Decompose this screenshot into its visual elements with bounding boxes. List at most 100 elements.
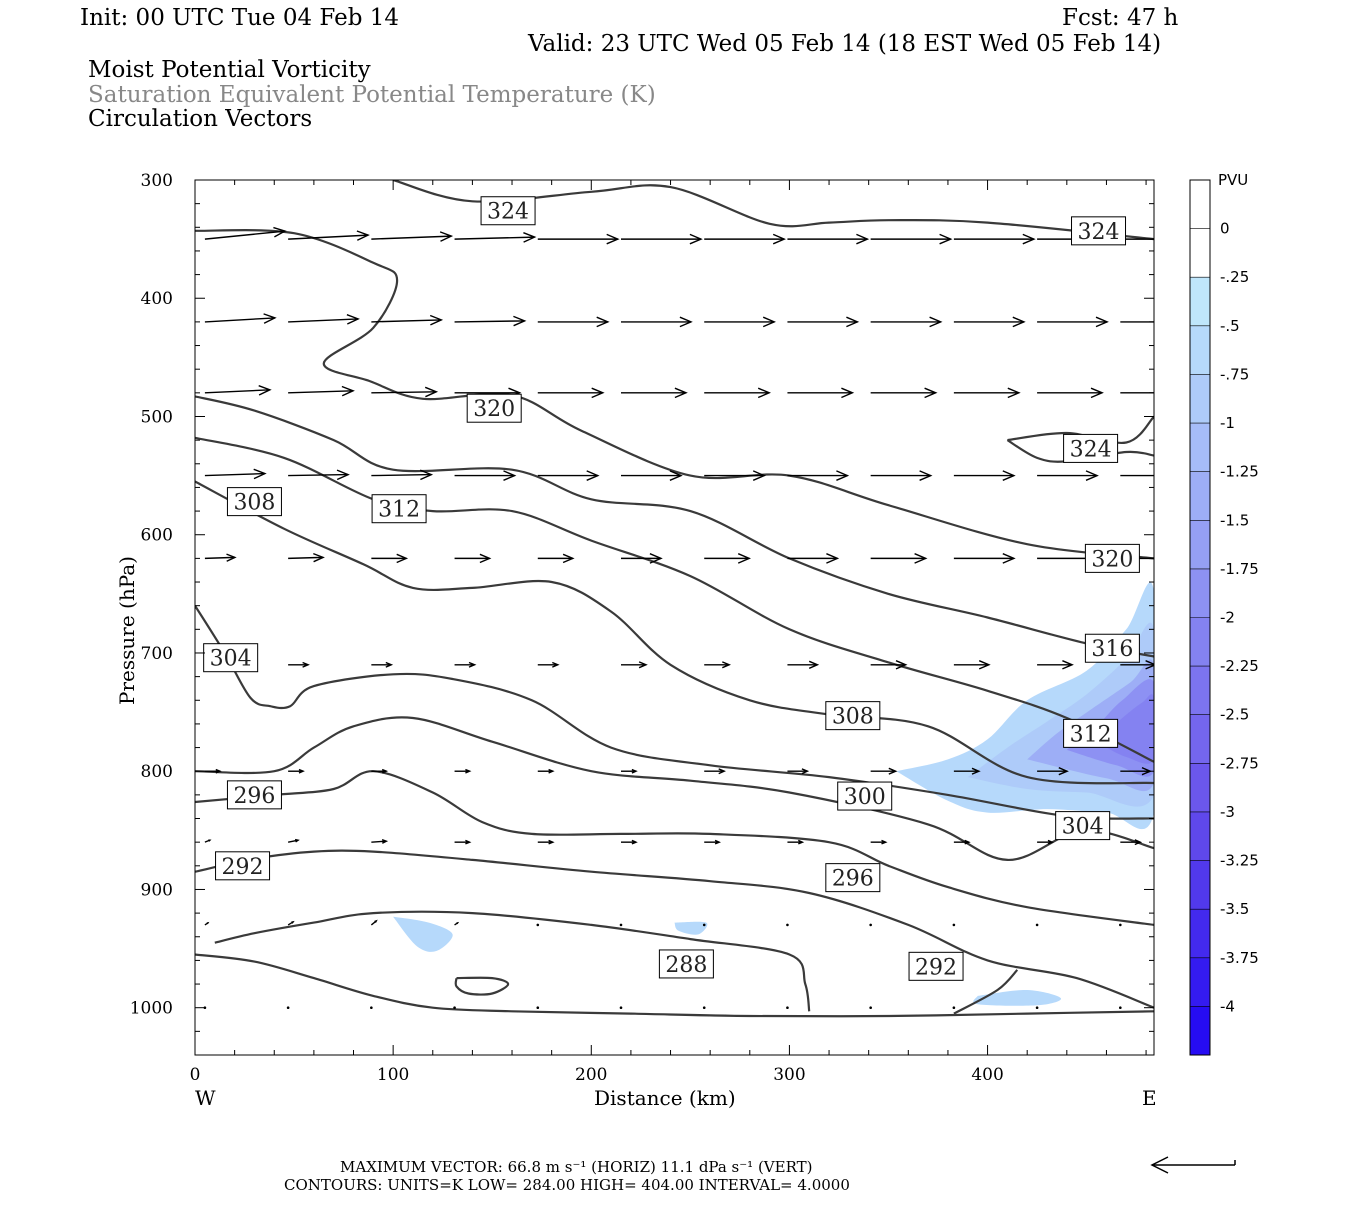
contour-label: 320 <box>466 393 522 423</box>
vector-head <box>772 233 786 245</box>
vector-dot <box>453 1006 456 1010</box>
vector-shaft <box>371 840 387 843</box>
circulation-vector <box>1287 388 1350 397</box>
circulation-vector <box>704 316 776 328</box>
theta-contour-288 <box>454 976 510 996</box>
vector-head <box>1047 839 1054 845</box>
circulation-vector <box>952 1006 956 1010</box>
vector-head <box>215 768 222 774</box>
circulation-vector <box>953 660 991 670</box>
vector-head <box>638 661 648 669</box>
circulation-vector <box>204 226 287 240</box>
vector-dot <box>1035 1006 1039 1010</box>
contour-labels: 324 324 320 324 308 312 320 316 304 308 312 296 300 3… <box>203 196 1140 981</box>
vector-head <box>1085 470 1099 481</box>
colorbar-swatch <box>1190 957 1210 1007</box>
theta-contour-300 <box>195 716 1154 862</box>
circulation-vector <box>870 316 943 328</box>
circulation-vector <box>371 386 439 398</box>
colorbar-swatch <box>1190 520 1210 570</box>
vector-shaft <box>204 556 235 560</box>
field-title-pv: Moist Potential Vorticity <box>88 57 371 83</box>
circulation-vector <box>704 470 766 481</box>
circulation-vector <box>1037 387 1104 399</box>
circulation-vector <box>287 920 295 926</box>
y-tick-label: 700 <box>141 644 173 664</box>
colorbar-tick-label: -2.25 <box>1220 657 1259 675</box>
vector-head <box>273 226 287 238</box>
contour-label-box <box>908 951 964 981</box>
vector-shaft <box>288 473 349 477</box>
vector-head <box>1218 840 1224 845</box>
vector-dot <box>536 1006 540 1010</box>
vector-head <box>302 661 310 668</box>
contour-label: 320 <box>1084 543 1140 573</box>
vector-shaft <box>454 320 525 323</box>
circulation-vector <box>204 839 212 843</box>
circulation-vector <box>286 1006 290 1010</box>
contour-label-text: 320 <box>1091 547 1133 572</box>
circulation-vector <box>204 313 277 324</box>
x-tick-label: 300 <box>773 1065 805 1085</box>
colorbar-tick-label: -.75 <box>1220 365 1249 383</box>
circulation-vector <box>786 1006 789 1010</box>
vector-head <box>939 233 953 245</box>
circulation-vector <box>869 923 872 927</box>
circulation-vector <box>371 469 434 481</box>
circulation-vector <box>953 767 981 775</box>
vector-dot <box>869 1006 872 1010</box>
colorbar-swatch <box>1190 228 1210 278</box>
vector-head <box>1090 387 1104 399</box>
colorbar-swatch <box>1190 423 1210 473</box>
circulation-vector <box>704 387 771 399</box>
circulation-vector <box>1287 471 1347 480</box>
contour-label-text: 324 <box>1070 437 1112 462</box>
circulation-vector <box>288 469 350 481</box>
circulation-vector <box>870 553 928 564</box>
vector-head <box>757 387 771 399</box>
vector-dot <box>1285 924 1288 927</box>
vector-dot <box>702 923 706 927</box>
y-tick-label: 400 <box>141 289 173 309</box>
contour-info-note: CONTOURS: UNITS=K LOW= 284.00 HIGH= 404.… <box>284 1176 850 1194</box>
contour-label-box <box>466 393 522 423</box>
colorbar-tick-label: 0 <box>1220 220 1230 238</box>
vector-head <box>895 660 908 670</box>
vector-head <box>385 661 394 668</box>
colorbar-tick-label: -1.25 <box>1220 463 1259 481</box>
y-tick-label: 300 <box>141 171 173 191</box>
circulation-vector <box>953 316 1026 328</box>
circulation-vector <box>204 385 272 396</box>
circulation-vector <box>204 468 267 480</box>
vector-head <box>1007 387 1021 399</box>
vector-head <box>548 768 555 774</box>
contour-label-box <box>226 780 282 810</box>
vector-head <box>1174 388 1185 397</box>
contour-label-text: 324 <box>1078 220 1120 245</box>
contour-label-text: 308 <box>233 491 275 516</box>
vector-head <box>846 316 860 328</box>
vector-head <box>1312 661 1322 669</box>
vector-head <box>429 314 444 326</box>
y-tick-label: 800 <box>141 762 173 782</box>
vector-dot <box>786 1006 789 1010</box>
contour-label-text: 308 <box>832 705 874 730</box>
circulation-vector <box>621 768 638 774</box>
contour-label-box <box>1063 718 1119 748</box>
field-title-theta-es: Saturation Equivalent Potential Temperat… <box>88 82 656 108</box>
circulation-vector <box>704 768 726 775</box>
colorbar-swatch <box>1190 471 1210 521</box>
vector-head <box>206 921 210 925</box>
circulation-vector <box>288 552 325 563</box>
colorbar-tick-label: -1.75 <box>1220 560 1259 578</box>
circulation-vector <box>537 316 610 328</box>
vector-shaft <box>288 390 354 394</box>
circulation-vector <box>288 661 310 668</box>
vector-head <box>208 839 212 842</box>
circulation-vector <box>1287 661 1322 669</box>
vector-head <box>919 470 933 481</box>
contour-label-text: 312 <box>1070 722 1112 747</box>
circulation-vector <box>371 839 389 844</box>
circulation-vector <box>621 470 683 481</box>
